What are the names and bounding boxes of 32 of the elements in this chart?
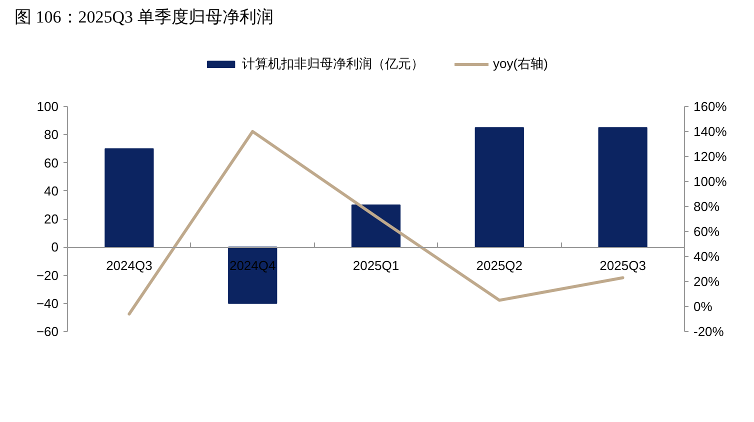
x-tick-label: 2025Q2: [476, 258, 523, 274]
x-tick-label: 2025Q1: [352, 258, 400, 274]
y2-tick-label: 120%: [694, 149, 728, 164]
y2-tick-label: 20%: [694, 274, 720, 289]
y2-tick-label: 100%: [694, 174, 728, 189]
bar: [351, 204, 401, 248]
y2-tick-label: 140%: [694, 124, 728, 139]
x-tick-label: 2025Q3: [600, 258, 646, 274]
y-tick-label: 100: [36, 99, 59, 114]
bar: [228, 246, 278, 304]
y2-tick-label: 60%: [694, 224, 720, 239]
chart-title: 图 106：2025Q3 单季度归母净利润: [14, 8, 274, 26]
y2-tick-label: -20%: [694, 324, 724, 339]
bar: [598, 127, 648, 248]
bar: [474, 127, 524, 248]
y2-tick-label: 0%: [694, 299, 713, 314]
y2-tick-label: 40%: [694, 249, 720, 264]
y2-tick-label: 160%: [694, 99, 728, 114]
y-tick-label: 0: [51, 240, 59, 255]
x-tick-label: 2024Q4: [229, 258, 276, 274]
y-tick-label: 60: [44, 155, 59, 170]
y2-tick-label: 80%: [694, 199, 720, 214]
y-tick-label: −60: [36, 324, 59, 339]
y-tick-label: −20: [36, 268, 59, 283]
x-tick-label: 2024Q3: [106, 258, 152, 274]
legend-label: yoy(右轴): [493, 54, 548, 72]
y-tick-label: −40: [36, 296, 59, 311]
y-tick-label: 20: [44, 212, 59, 226]
bar: [104, 148, 154, 248]
y-tick-label: 40: [44, 183, 59, 198]
y-tick-label: 80: [44, 127, 59, 142]
legend-label: 计算机扣非归母净利润（亿元）: [242, 54, 424, 72]
